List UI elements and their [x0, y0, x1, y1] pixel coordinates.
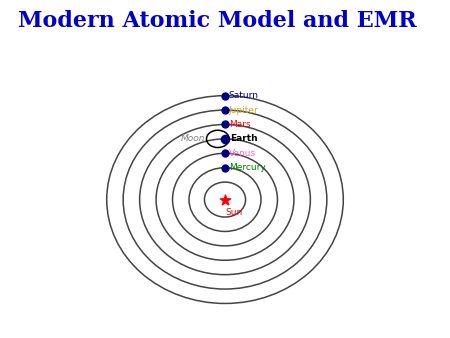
Text: Moon: Moon	[181, 135, 206, 143]
Point	[221, 93, 229, 98]
Point	[221, 107, 229, 113]
Text: Earth: Earth	[230, 135, 258, 143]
Point	[221, 150, 229, 156]
Text: Mercury: Mercury	[229, 163, 266, 172]
Text: Modern Atomic Model and EMR: Modern Atomic Model and EMR	[18, 10, 417, 32]
Text: Venus: Venus	[229, 149, 256, 158]
Point	[221, 197, 229, 202]
Text: Saturn: Saturn	[229, 91, 259, 100]
Text: Mars: Mars	[229, 120, 250, 129]
Point	[221, 122, 229, 127]
Point	[221, 136, 229, 142]
Point	[221, 165, 229, 170]
Text: Jupiter: Jupiter	[229, 105, 258, 115]
Text: Sun: Sun	[225, 209, 242, 217]
